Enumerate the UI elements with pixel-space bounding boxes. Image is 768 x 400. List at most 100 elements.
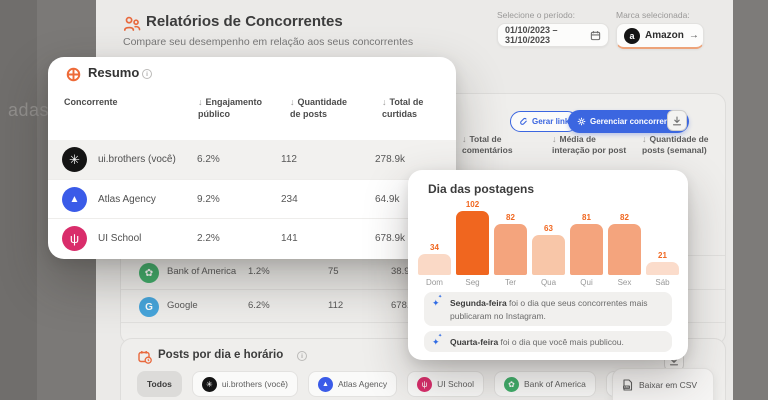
filter-chip-bankofamerica[interactable]: ✿ Bank of America <box>494 371 596 397</box>
posting-days-card: Dia das postagens 34 Dom 102 Seg 82 Ter 63 Qua 8… <box>408 170 688 360</box>
competitors-icon <box>123 16 141 31</box>
brand-label: Marca selecionada: <box>616 10 690 20</box>
bar-Sáb: 21 Sáb <box>646 196 679 288</box>
sort-down-icon: ↓ <box>382 97 387 107</box>
atlas-avatar: ▲ <box>318 376 334 392</box>
resumo-col-curtidas[interactable]: ↓ Total de curtidas <box>382 97 424 120</box>
likes-value: 38.9k <box>391 266 415 277</box>
brand-name: Amazon <box>645 30 684 41</box>
sort-down-icon: ↓ <box>552 134 557 144</box>
resumo-col-engajamento[interactable]: ↓ Engajamento público <box>198 97 263 120</box>
brand-selector-button[interactable]: a Amazon → <box>616 23 704 49</box>
engagement-value: 6.2% <box>248 300 270 311</box>
col-header-weekly-posts[interactable]: ↓ Quantidade de posts (semanal) <box>642 134 709 156</box>
dimmed-right-edge <box>733 0 768 400</box>
calendar-icon <box>590 30 601 40</box>
posts-value: 112 <box>281 154 297 165</box>
posts-value: 234 <box>281 194 298 205</box>
uischool-avatar: ψ <box>417 376 433 392</box>
resumo-icon <box>66 67 81 82</box>
filter-chip-atlas[interactable]: ▲ Atlas Agency <box>308 371 398 397</box>
csv-file-icon: CSV <box>623 379 633 391</box>
col-header-interaction[interactable]: ↓ Média de interação por post <box>552 134 627 156</box>
info-icon[interactable]: i <box>297 351 307 361</box>
filter-chip-uischool[interactable]: ψ UI School <box>407 371 485 397</box>
col-header-comments[interactable]: ↓ Total de comentários <box>462 134 513 156</box>
table-download-button[interactable] <box>667 110 687 131</box>
download-menu: CSV Baixar em CSV PNG Baixar em PNG <box>612 368 714 400</box>
sort-down-icon: ↓ <box>198 97 203 107</box>
likes-value: 678.9k <box>375 233 406 244</box>
chart-title: Dia das postagens <box>428 182 535 196</box>
sort-down-icon: ↓ <box>642 134 647 144</box>
resumo-col-concorrente: Concorrente <box>64 97 118 107</box>
likes-value: 678.9k <box>391 300 420 311</box>
filter-chip-todos[interactable]: Todos <box>137 371 182 397</box>
download-csv-item[interactable]: CSV Baixar em CSV <box>623 379 698 391</box>
resumo-card: Resumo i Concorrente ↓ Engajamento públic… <box>48 57 456 259</box>
uibrothers-avatar: ✳ <box>62 147 87 172</box>
link-icon <box>520 117 527 125</box>
resumo-row-atlas: ▲ Atlas Agency 9.2% 234 64.9k <box>48 179 456 218</box>
bank-of-america-avatar: ✿ <box>139 263 159 283</box>
google-avatar: G <box>139 297 159 317</box>
competitor-name: UI School <box>98 233 142 244</box>
competitor-name: ui.brothers (você) <box>98 154 176 165</box>
page-title: Relatórios de Concorrentes <box>146 13 343 30</box>
posts-value: 141 <box>281 233 298 244</box>
sparkle-icon: ✦ <box>432 333 442 350</box>
generate-link-label: Gerar link <box>532 117 570 126</box>
bar-Sex: 82 Sex <box>608 196 641 288</box>
page-subtitle: Compare seu desempenho em relação aos se… <box>123 36 414 48</box>
sort-down-icon: ↓ <box>462 134 467 144</box>
posts-value: 112 <box>328 300 344 311</box>
bar-Qua: 63 Qua <box>532 196 565 288</box>
period-range-input[interactable]: 01/10/2023 – 31/10/2023 <box>497 23 609 47</box>
download-icon <box>672 115 682 125</box>
dimmed-sidebar-rail <box>0 0 37 400</box>
engagement-value: 1.2% <box>248 266 270 277</box>
sparkle-icon: ✦ <box>432 294 442 311</box>
competitor-filter-chips: Todos ✳ ui.brothers (você) ▲ Atlas Agenc… <box>137 371 674 397</box>
arrow-right-icon: → <box>688 30 699 41</box>
posts-section-title: Posts por dia e horário <box>158 349 284 361</box>
period-label: Selecione o período: <box>497 10 575 20</box>
atlas-avatar: ▲ <box>62 187 87 212</box>
competitor-name: Atlas Agency <box>98 194 156 205</box>
uibrothers-avatar: ✳ <box>201 376 217 392</box>
sort-down-icon: ↓ <box>290 97 295 107</box>
period-value: 01/10/2023 – 31/10/2023 <box>505 25 558 45</box>
gear-icon <box>577 117 586 126</box>
competitor-name: Google <box>167 300 198 311</box>
svg-text:CSV: CSV <box>624 385 630 389</box>
bar-chart: 34 Dom 102 Seg 82 Ter 63 Qua 81 Qui 82 Sex 21 Sáb <box>418 196 679 288</box>
bar-Dom: 34 Dom <box>418 196 451 288</box>
engagement-value: 6.2% <box>197 154 220 165</box>
resumo-title: Resumo <box>88 65 140 80</box>
manage-competitors-label: Gerenciar concorrentes <box>590 117 681 126</box>
sidebar-clipped-label: adas <box>8 100 50 120</box>
engagement-value: 9.2% <box>197 194 220 205</box>
info-icon[interactable]: i <box>142 69 152 79</box>
resumo-col-posts[interactable]: ↓ Quantidade de posts <box>290 97 348 120</box>
likes-value: 278.9k <box>375 154 406 165</box>
insight-monday: ✦ Segunda-feira foi o dia que seus conco… <box>424 292 672 326</box>
manage-competitors-button[interactable]: Gerenciar concorrentes <box>568 110 690 133</box>
posts-value: 75 <box>328 266 339 277</box>
likes-value: 64.9k <box>375 194 400 205</box>
engagement-value: 2.2% <box>197 233 220 244</box>
insight-wednesday: ✦ Quarta-feira foi o dia que você mais p… <box>424 331 672 352</box>
bar-Qui: 81 Qui <box>570 196 603 288</box>
filter-chip-uibrothers[interactable]: ✳ ui.brothers (você) <box>191 371 299 397</box>
resumo-row-uischool: ψ UI School 2.2% 141 678.9k <box>48 218 456 257</box>
bar-Ter: 82 Ter <box>494 196 527 288</box>
generate-link-button[interactable]: Gerar link <box>510 111 579 132</box>
bar-Seg: 102 Seg <box>456 196 489 288</box>
competitor-name: Bank of America <box>167 266 237 277</box>
calendar-clock-icon <box>138 351 152 364</box>
bank-of-america-avatar: ✿ <box>504 376 520 392</box>
resumo-row-uibrothers: ✳ ui.brothers (você) 6.2% 112 278.9k <box>48 140 456 179</box>
uischool-avatar: ψ <box>62 226 87 251</box>
amazon-avatar: a <box>624 27 640 44</box>
